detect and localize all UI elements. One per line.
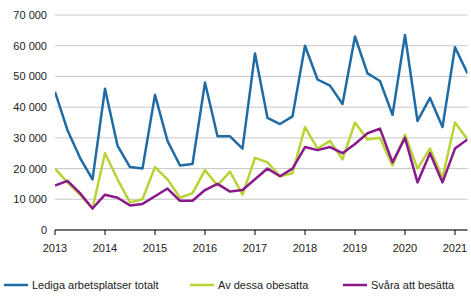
grid-line (55, 199, 468, 200)
x-tick (105, 230, 106, 235)
x-tick-label: 2013 (43, 242, 67, 254)
legend-swatch (190, 284, 214, 287)
plot-area (55, 35, 468, 209)
y-tick-label: 30 000 (13, 132, 47, 144)
series-line (55, 129, 468, 209)
legend-label: Av dessa obesatta (218, 279, 309, 291)
grid-line (55, 15, 468, 16)
x-tick (255, 230, 256, 235)
y-tick-label: 40 000 (13, 101, 47, 113)
x-tick-label: 2016 (193, 242, 217, 254)
y-tick-label: 60 000 (13, 40, 47, 52)
grid-line (55, 168, 468, 169)
y-tick-label: 10 000 (13, 193, 47, 205)
legend-label: Lediga arbetsplatser totalt (32, 279, 159, 291)
chart: 0 10 000 20 000 30 000 40 000 50 000 60 000 70 … (0, 0, 471, 302)
legend: Lediga arbetsplatser totalt Av dessa obes… (4, 279, 455, 291)
grid-line (55, 76, 468, 77)
y-tick-label: 0 (41, 224, 47, 236)
legend-swatch (4, 284, 28, 287)
x-tick (55, 230, 56, 235)
series-line (55, 35, 468, 179)
x-tick-label: 2018 (293, 242, 317, 254)
grid-line (55, 230, 468, 231)
x-tick (305, 230, 306, 235)
x-tick (205, 230, 206, 235)
x-tick-label: 2014 (93, 242, 117, 254)
x-tick-label: 2020 (393, 242, 417, 254)
y-tick-label: 20 000 (13, 163, 47, 175)
x-tick (355, 230, 356, 235)
y-tick-label: 70 000 (13, 9, 47, 21)
x-tick (405, 230, 406, 235)
legend-label: Svåra att besätta (371, 279, 455, 291)
x-tick-label: 2017 (243, 242, 267, 254)
x-tick-label: 2015 (143, 242, 167, 254)
legend-swatch (343, 284, 367, 287)
series-line (55, 123, 468, 209)
y-tick-label: 50 000 (13, 70, 47, 82)
x-tick (155, 230, 156, 235)
x-tick-label: 2021 (443, 242, 467, 254)
x-axis-line (55, 230, 468, 231)
grid-line (55, 107, 468, 108)
x-tick-label: 2019 (343, 242, 367, 254)
x-tick (455, 230, 456, 235)
